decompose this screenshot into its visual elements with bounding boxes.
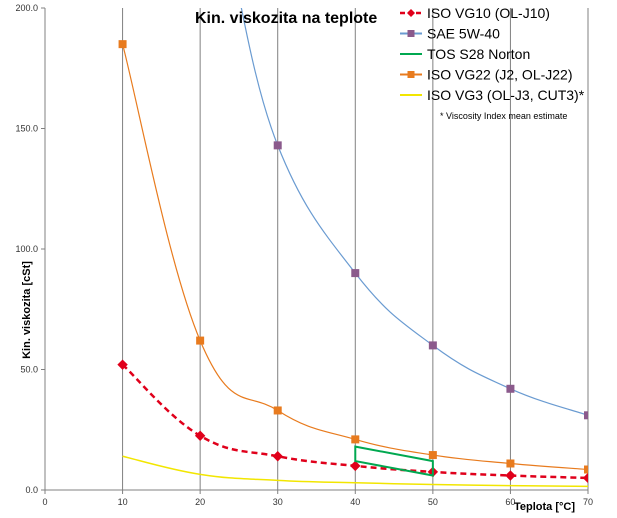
axes: [41, 7, 589, 494]
data-point-iso-vg22-j2-ol-j22: [118, 40, 127, 49]
series-sae-5w-40: [240, 8, 588, 420]
y-tick-label: 50.0: [20, 365, 38, 375]
data-point-iso-vg22-j2-ol-j22: [506, 459, 515, 468]
legend-item-sae-5w-40: SAE 5W-40: [400, 26, 500, 42]
series-iso-vg3-ol-j3-cut3: [122, 455, 588, 488]
y-axis-title: Kin. viskozita [cSt]: [21, 261, 33, 359]
data-point-iso-vg10-ol-j10: [194, 430, 206, 441]
series-line-tos-s28-norton: [354, 445, 434, 477]
legend-swatch-marker: [407, 30, 415, 37]
data-point-iso-vg10-ol-j10: [505, 470, 516, 481]
legend-label: ISO VG22 (J2, OL-J22): [427, 67, 573, 83]
data-point-sae-5w-40: [506, 384, 515, 393]
y-tick-label: 100.0: [15, 244, 38, 254]
series-group: [117, 8, 588, 488]
legend-label: SAE 5W-40: [427, 26, 500, 42]
data-point-iso-vg22-j2-ol-j22: [428, 451, 437, 460]
tick-labels: 0.0 50.0 100.0 150.0 200.0 0 10 20 30 40 50 60 70: [15, 3, 593, 507]
legend: ISO VG10 (OL-J10) SAE 5W-40 TOS S28 Norton…: [400, 5, 585, 103]
legend-item-iso-vg22-j2-ol-j22: ISO VG22 (J2, OL-J22): [400, 67, 573, 83]
x-tick-label: 50: [428, 497, 438, 507]
series-line-iso-vg22-j2-ol-j22: [121, 43, 588, 471]
legend-label: ISO VG10 (OL-J10): [427, 5, 550, 21]
x-tick-label: 0: [42, 497, 47, 507]
data-point-sae-5w-40: [273, 141, 282, 150]
series-line-iso-vg3-ol-j3-cut3: [122, 455, 588, 488]
legend-item-tos-s28-norton: TOS S28 Norton: [400, 46, 530, 62]
data-point-iso-vg10-ol-j10: [582, 472, 588, 484]
data-point-sae-5w-40: [428, 341, 437, 350]
series-tos-s28-norton: [354, 445, 434, 477]
data-point-iso-vg10-ol-j10: [272, 451, 283, 462]
data-point-iso-vg10-ol-j10: [117, 359, 128, 370]
legend-swatch-marker: [407, 71, 415, 78]
chart-title: Kin. viskozita na teplote: [195, 10, 377, 27]
data-point-iso-vg22-j2-ol-j22: [351, 435, 360, 444]
series-iso-vg22-j2-ol-j22: [118, 40, 588, 474]
grid-lines: [122, 8, 589, 490]
data-point-iso-vg22-j2-ol-j22: [273, 406, 282, 415]
x-tick-label: 70: [583, 497, 593, 507]
legend-label: ISO VG3 (OL-J3, CUT3)*: [427, 87, 585, 103]
data-point-iso-vg22-j2-ol-j22: [196, 336, 205, 345]
legend-item-iso-vg3-ol-j3-cut3: ISO VG3 (OL-J3, CUT3)*: [400, 87, 585, 103]
data-point-sae-5w-40: [351, 269, 360, 278]
series-iso-vg10-ol-j10: [117, 359, 588, 484]
x-tick-label: 20: [195, 497, 205, 507]
x-tick-label: 10: [118, 497, 128, 507]
x-tick-label: 40: [350, 497, 360, 507]
legend-item-iso-vg10-ol-j10: ISO VG10 (OL-J10): [400, 5, 550, 21]
x-tick-label: 30: [273, 497, 283, 507]
data-point-iso-vg10-ol-j10: [350, 460, 361, 472]
legend-swatch-marker: [407, 9, 415, 17]
x-axis-title: Teplota [°C]: [514, 501, 575, 513]
y-tick-label: 0.0: [25, 485, 38, 495]
y-tick-label: 150.0: [15, 124, 38, 134]
y-tick-label: 200.0: [15, 3, 38, 13]
x-tick-label: 60: [505, 497, 515, 507]
data-point-sae-5w-40: [584, 411, 588, 420]
legend-note: * Viscosity Index mean estimate: [440, 111, 567, 121]
legend-label: TOS S28 Norton: [427, 46, 530, 62]
data-point-iso-vg22-j2-ol-j22: [584, 465, 588, 474]
